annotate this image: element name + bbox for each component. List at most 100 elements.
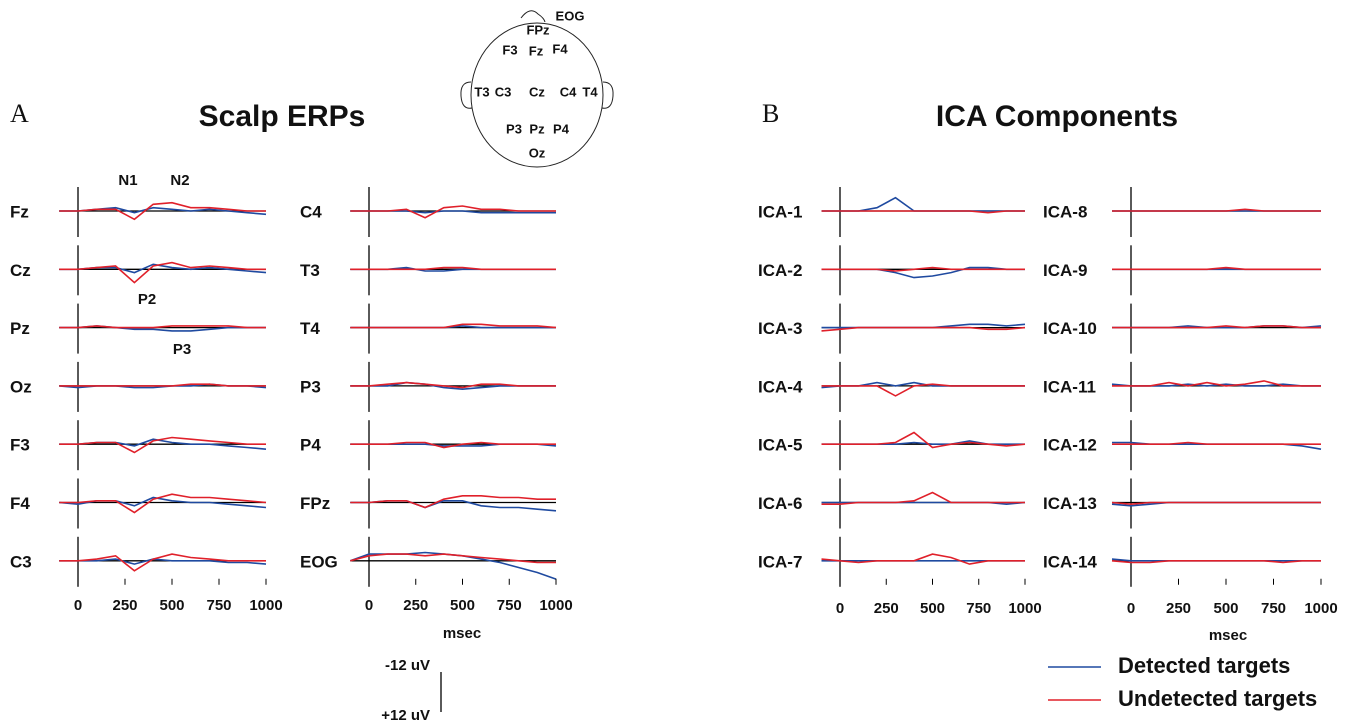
waveform bbox=[59, 201, 266, 221]
x-axis-label: msec bbox=[443, 625, 481, 642]
x-tick-label: 1000 bbox=[539, 597, 572, 614]
waveform bbox=[1112, 266, 1321, 271]
panel-label: ICA-11 bbox=[1043, 377, 1096, 396]
panel-label: F4 bbox=[10, 494, 30, 513]
panel-label: ICA-4 bbox=[758, 377, 803, 396]
waveform bbox=[59, 436, 266, 454]
panel-label: Pz bbox=[10, 319, 30, 338]
waveform bbox=[821, 196, 1025, 212]
waveform bbox=[1112, 325, 1321, 329]
panel-label: P3 bbox=[300, 377, 321, 396]
electrode-label: T4 bbox=[582, 84, 598, 99]
electrode-label: P3 bbox=[506, 121, 522, 136]
waveform bbox=[59, 261, 266, 284]
waveform bbox=[821, 326, 1026, 332]
x-tick-label: 1000 bbox=[249, 597, 282, 614]
panel-label: ICA-3 bbox=[758, 319, 802, 338]
x-tick-label: 500 bbox=[1213, 600, 1238, 617]
nose bbox=[520, 10, 546, 23]
panel-label: EOG bbox=[300, 552, 338, 571]
x-axis-label: msec bbox=[1209, 627, 1247, 644]
panel-label: ICA-1 bbox=[758, 202, 802, 221]
panel-label: A bbox=[10, 99, 29, 128]
electrode-label: T3 bbox=[474, 84, 489, 99]
legend-label: Detected targets bbox=[1118, 653, 1290, 678]
waveform bbox=[1112, 380, 1321, 387]
electrode-label: Cz bbox=[529, 84, 545, 99]
head-diagram bbox=[460, 10, 614, 168]
electrode-label: P4 bbox=[553, 121, 570, 136]
waveform bbox=[350, 381, 556, 389]
electrode-label: F4 bbox=[552, 41, 568, 56]
electrode-label: EOG bbox=[556, 8, 585, 23]
x-tick-label: 0 bbox=[365, 597, 373, 614]
annotation: N2 bbox=[170, 172, 189, 189]
panel-label: Oz bbox=[10, 377, 32, 396]
x-tick-label: 0 bbox=[836, 600, 844, 617]
electrode-label: Pz bbox=[529, 121, 545, 136]
panel-label: Cz bbox=[10, 261, 31, 280]
waveform bbox=[59, 325, 266, 329]
waveform bbox=[350, 494, 556, 509]
scale-label: +12 uV bbox=[381, 707, 430, 724]
head bbox=[470, 22, 604, 168]
legend-label: Undetected targets bbox=[1118, 686, 1317, 711]
x-tick-label: 0 bbox=[1127, 600, 1135, 617]
waveform bbox=[1112, 208, 1321, 212]
waveform bbox=[821, 210, 1025, 214]
chart-title: Scalp ERPs bbox=[199, 100, 366, 133]
x-tick-label: 250 bbox=[874, 600, 899, 617]
waveform bbox=[1111, 559, 1321, 564]
x-tick-label: 0 bbox=[74, 597, 82, 614]
waveform bbox=[350, 266, 556, 271]
waveform bbox=[350, 441, 556, 449]
ear bbox=[460, 81, 473, 109]
x-tick-label: 750 bbox=[497, 597, 522, 614]
panel-label: C3 bbox=[10, 552, 32, 571]
panel-label: ICA-13 bbox=[1043, 494, 1097, 513]
x-tick-label: 750 bbox=[206, 597, 231, 614]
x-tick-label: 250 bbox=[112, 597, 137, 614]
chart-title: ICA Components bbox=[936, 100, 1178, 133]
waveform bbox=[350, 551, 557, 580]
x-tick-label: 1000 bbox=[1008, 600, 1041, 617]
panel-label: ICA-2 bbox=[758, 261, 802, 280]
panel-label: Fz bbox=[10, 202, 29, 221]
x-tick-label: 500 bbox=[920, 600, 945, 617]
waveform bbox=[350, 323, 557, 329]
panel-label: T3 bbox=[300, 261, 320, 280]
waveform bbox=[821, 431, 1026, 449]
x-tick-label: 750 bbox=[966, 600, 991, 617]
panel-label: FPz bbox=[300, 494, 330, 513]
waveform bbox=[59, 383, 266, 387]
annotation: P3 bbox=[173, 341, 191, 358]
panel-label: F3 bbox=[10, 436, 30, 455]
waveform bbox=[821, 383, 1025, 397]
electrode-label: C3 bbox=[495, 84, 512, 99]
waveform bbox=[1111, 501, 1321, 506]
waveform bbox=[350, 205, 556, 219]
ear bbox=[601, 81, 614, 109]
panel-label: ICA-8 bbox=[1043, 202, 1087, 221]
panel-label: ICA-14 bbox=[1043, 552, 1097, 571]
panel-label: ICA-12 bbox=[1043, 436, 1097, 455]
electrode-label: FPz bbox=[526, 22, 550, 37]
x-tick-label: 500 bbox=[159, 597, 184, 614]
waveform bbox=[1112, 441, 1321, 446]
x-tick-label: 250 bbox=[1166, 600, 1191, 617]
annotation: N1 bbox=[118, 172, 137, 189]
x-tick-label: 250 bbox=[403, 597, 428, 614]
annotation: P2 bbox=[138, 291, 156, 308]
waveform bbox=[821, 266, 1025, 272]
electrode-label: Fz bbox=[529, 43, 544, 58]
x-tick-label: 1000 bbox=[1304, 600, 1337, 617]
panel-label: P4 bbox=[300, 436, 321, 455]
panel-label: ICA-9 bbox=[1043, 261, 1087, 280]
waveform bbox=[59, 558, 267, 565]
x-tick-label: 750 bbox=[1261, 600, 1286, 617]
waveform bbox=[59, 553, 266, 572]
panel-label: B bbox=[762, 99, 779, 128]
panel-label: T4 bbox=[300, 319, 320, 338]
